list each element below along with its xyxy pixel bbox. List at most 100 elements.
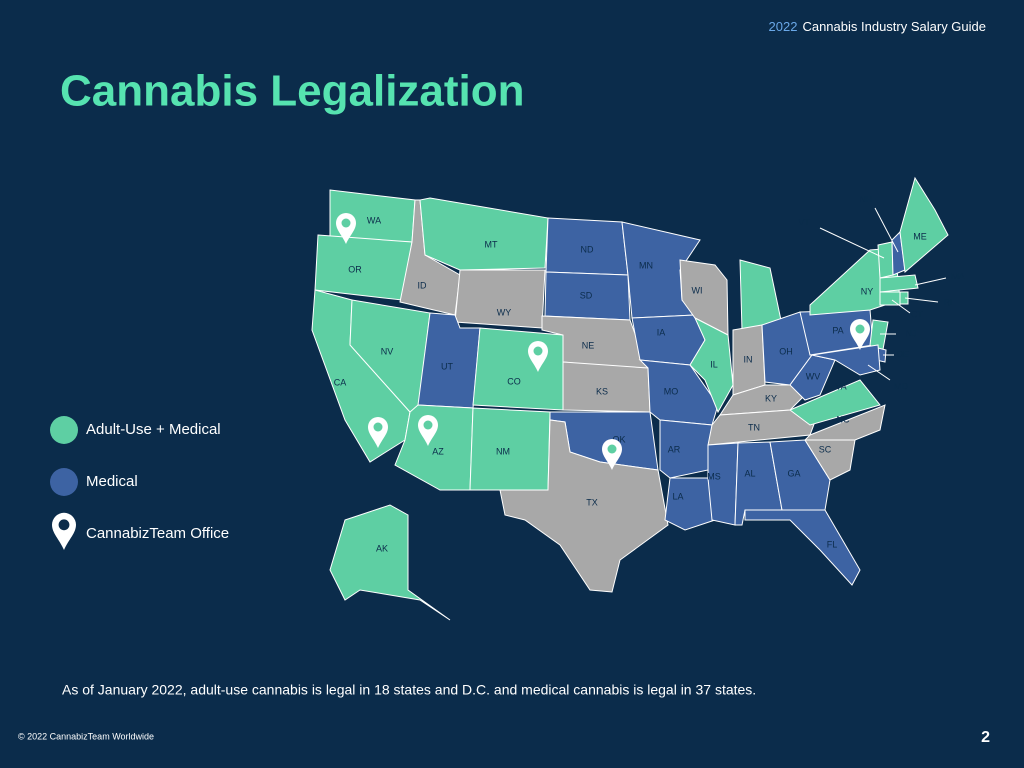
legend-label: Adult-Use + Medical: [86, 421, 221, 438]
state-label: UT: [441, 361, 453, 371]
leader-line: [904, 297, 939, 303]
state-shape: [769, 439, 831, 511]
state-shape: [744, 509, 861, 586]
state-label: LA: [672, 491, 683, 501]
office-pin: [368, 417, 388, 448]
state-label: GA: [787, 468, 800, 478]
state-label: MD: [894, 381, 908, 391]
leader-line: [867, 364, 891, 381]
header-title: Cannabis Industry Salary Guide: [802, 19, 986, 34]
state-shape: [454, 269, 546, 329]
state-label: VT: [798, 217, 810, 227]
state-label: FL: [827, 539, 838, 549]
leader-line: [914, 277, 947, 286]
office-pin: [850, 319, 870, 350]
state-label: MO: [664, 386, 679, 396]
state-shape: [789, 379, 881, 426]
legend-swatch: [50, 468, 78, 496]
state-shape: [899, 176, 949, 273]
state-label: NC: [837, 414, 850, 424]
state-shape: [803, 404, 886, 441]
state-shape: [659, 419, 713, 479]
state-shape: [329, 504, 451, 621]
state-label: NY: [861, 286, 874, 296]
state-label: PA: [832, 325, 843, 335]
copyright: © 2022 CannabizTeam Worldwide: [18, 731, 154, 741]
state-shape: [877, 241, 894, 279]
state-label: NJ: [906, 328, 917, 338]
office-pin: [52, 512, 76, 550]
state-label: IL: [710, 359, 718, 369]
state-label: VA: [835, 381, 846, 391]
state-label: ME: [913, 231, 927, 241]
state-label: TN: [748, 422, 760, 432]
leader-line: [891, 299, 911, 314]
pin-hole: [373, 422, 383, 432]
office-pin: [336, 213, 356, 244]
state-shape: [499, 419, 669, 593]
legend-label: Medical: [86, 473, 138, 490]
state-label: NM: [496, 446, 510, 456]
state-shape: [469, 407, 551, 491]
state-label: MA: [951, 271, 965, 281]
state-label: SC: [819, 444, 832, 454]
pin-hole: [607, 444, 617, 454]
office-pin: [602, 439, 622, 470]
footnote: As of January 2022, adult-use cannabis i…: [62, 682, 756, 698]
state-label: KY: [765, 393, 777, 403]
state-label: NH: [860, 194, 873, 204]
header: 2022 Cannabis Industry Salary Guide: [769, 19, 986, 34]
legend-label: CannabizTeam Office: [86, 525, 229, 542]
state-shape: [789, 354, 836, 401]
state-label: CA: [334, 377, 347, 387]
state-label: NV: [381, 346, 394, 356]
state-label: OH: [779, 346, 793, 356]
state-label: MS: [707, 471, 721, 481]
state-label: WY: [497, 307, 512, 317]
title: Cannabis Legalization: [60, 67, 525, 116]
state-label: WI: [692, 285, 703, 295]
pin-hole: [855, 324, 865, 334]
state-label: CO: [507, 376, 521, 386]
state-label: MT: [485, 239, 498, 249]
state-shape: [879, 274, 919, 293]
pin-hole: [58, 519, 70, 531]
pin-hole: [533, 346, 543, 356]
state-shape: [664, 477, 716, 531]
legend: Adult-Use + Medical Medical CannabizTeam O…: [50, 416, 229, 550]
pin-hole: [341, 218, 351, 228]
state-shape: [811, 344, 881, 376]
state-label: ID: [418, 280, 428, 290]
state-label: ND: [581, 244, 594, 254]
map: WA OR CA NV ID MT WY UT CO AZ NM ND SD NE KS OK TX MN IA MO…: [311, 176, 965, 621]
state-label: RI: [944, 297, 953, 307]
state-shape: [472, 327, 564, 411]
state-label: OR: [348, 264, 362, 274]
office-pin: [528, 341, 548, 372]
state-label: DE: [897, 349, 910, 359]
state-shape: [899, 291, 909, 305]
leader-line: [819, 227, 885, 259]
state-shape: [689, 316, 734, 414]
state-label: WA: [367, 215, 381, 225]
state-label: AZ: [432, 446, 444, 456]
state-shape: [314, 234, 413, 301]
state-label: CT: [911, 309, 923, 319]
state-label: KS: [596, 386, 608, 396]
state-shape: [707, 442, 739, 526]
pin-hole: [423, 420, 433, 430]
state-label: AK: [376, 543, 388, 553]
state-label: AR: [668, 444, 681, 454]
state-label: IA: [657, 327, 666, 337]
leader-line: [874, 207, 899, 253]
state-label: IN: [744, 354, 753, 364]
page-number: 2: [981, 729, 990, 746]
state-label: OK: [612, 434, 625, 444]
state-label: WV: [806, 371, 821, 381]
state-label: TX: [586, 497, 598, 507]
state-label: MN: [639, 260, 653, 270]
legend-swatch: [50, 416, 78, 444]
state-label: SD: [580, 290, 593, 300]
